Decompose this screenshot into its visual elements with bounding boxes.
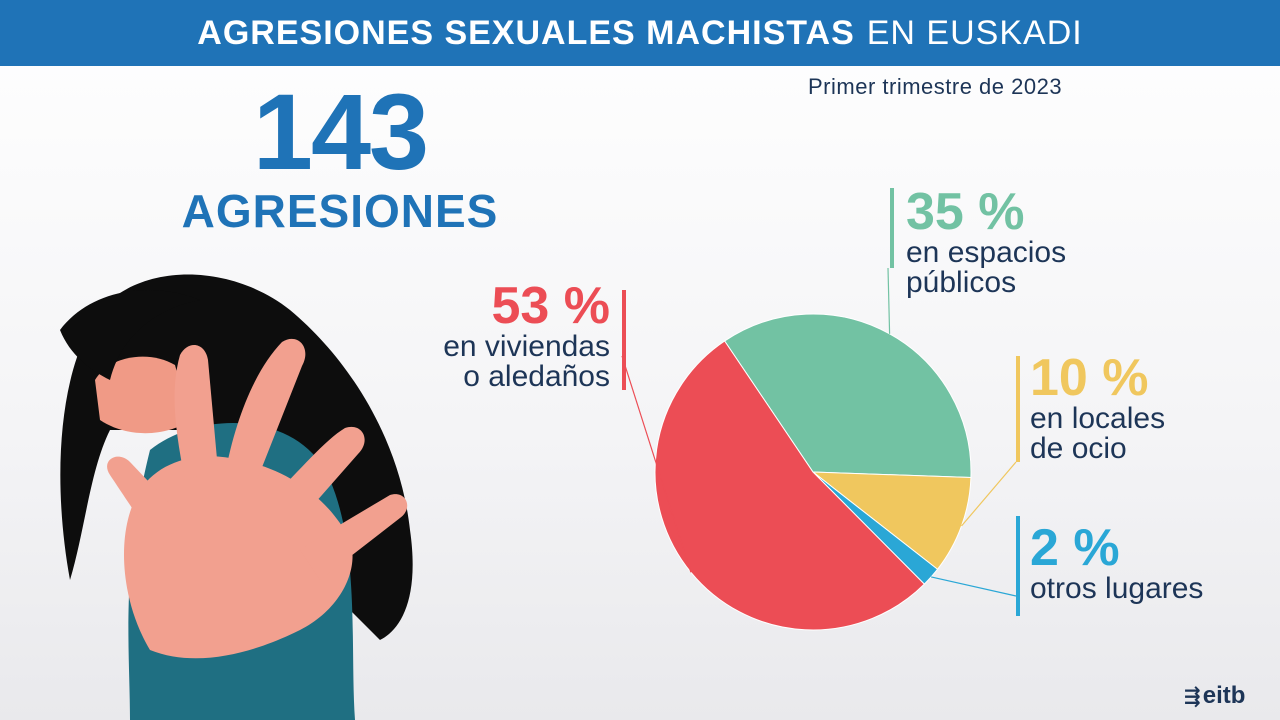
total-number: 143 — [252, 71, 429, 192]
callout-bar — [1016, 356, 1020, 462]
callout-espacios-publicos: 35 % en espacios públicos — [906, 186, 1066, 298]
pie-slice-1 — [723, 313, 972, 479]
eitb-logo-icon: ⇶ — [1184, 685, 1201, 708]
eitb-logo-text: eitb — [1202, 682, 1246, 709]
finger-shape — [270, 426, 365, 520]
slice-pct-label: 2 % — [1030, 519, 1120, 577]
eitb-logo: ⇶ eitb — [1184, 682, 1245, 710]
slice-desc-line: o aledaños — [463, 360, 610, 393]
total-label: AGRESIONES — [181, 185, 499, 237]
slice-desc-line: en locales — [1030, 402, 1166, 435]
callout-bar — [890, 188, 894, 268]
finger-shape — [174, 344, 218, 480]
hair-front-shape — [60, 290, 200, 380]
face-shape — [95, 356, 190, 434]
callout-bar — [622, 290, 626, 390]
finger-shape — [300, 494, 408, 580]
slice-desc-line: públicos — [906, 266, 1017, 299]
callout-bar — [1016, 516, 1020, 616]
header-title-regular: EN EUSKADI — [866, 13, 1083, 52]
subtitle: Primer trimestre de 2023 — [808, 74, 1063, 99]
slice-pct-label: 10 % — [1030, 349, 1149, 407]
leader-line-3 — [931, 576, 1017, 597]
woman-stop-gesture-illustration — [60, 274, 413, 720]
finger-shape — [225, 338, 306, 485]
header-title-bar: AGRESIONES SEXUALES MACHISTAS EN EUSKADI — [0, 0, 1280, 66]
slice-desc-line: otros lugares — [1030, 572, 1204, 605]
thumb-shape — [107, 456, 185, 550]
slice-desc-line: en espacios — [906, 236, 1067, 269]
slice-desc-line: en viviendas — [443, 330, 610, 363]
leader-line-2 — [961, 461, 1017, 527]
callout-locales-ocio: 10 % en locales de ocio — [1030, 352, 1165, 464]
leader-line-1 — [887, 267, 891, 334]
header-title-bold: AGRESIONES SEXUALES MACHISTAS — [197, 13, 855, 52]
callout-otros-lugares: 2 % otros lugares — [1030, 522, 1203, 604]
leader-line-4 — [621, 355, 692, 573]
slice-pct-label: 53 % — [491, 277, 610, 335]
callout-viviendas: 53 % en viviendas o aledaños — [380, 280, 610, 392]
slice-desc-line: de ocio — [1030, 432, 1127, 465]
slice-pct-label: 35 % — [906, 183, 1025, 241]
